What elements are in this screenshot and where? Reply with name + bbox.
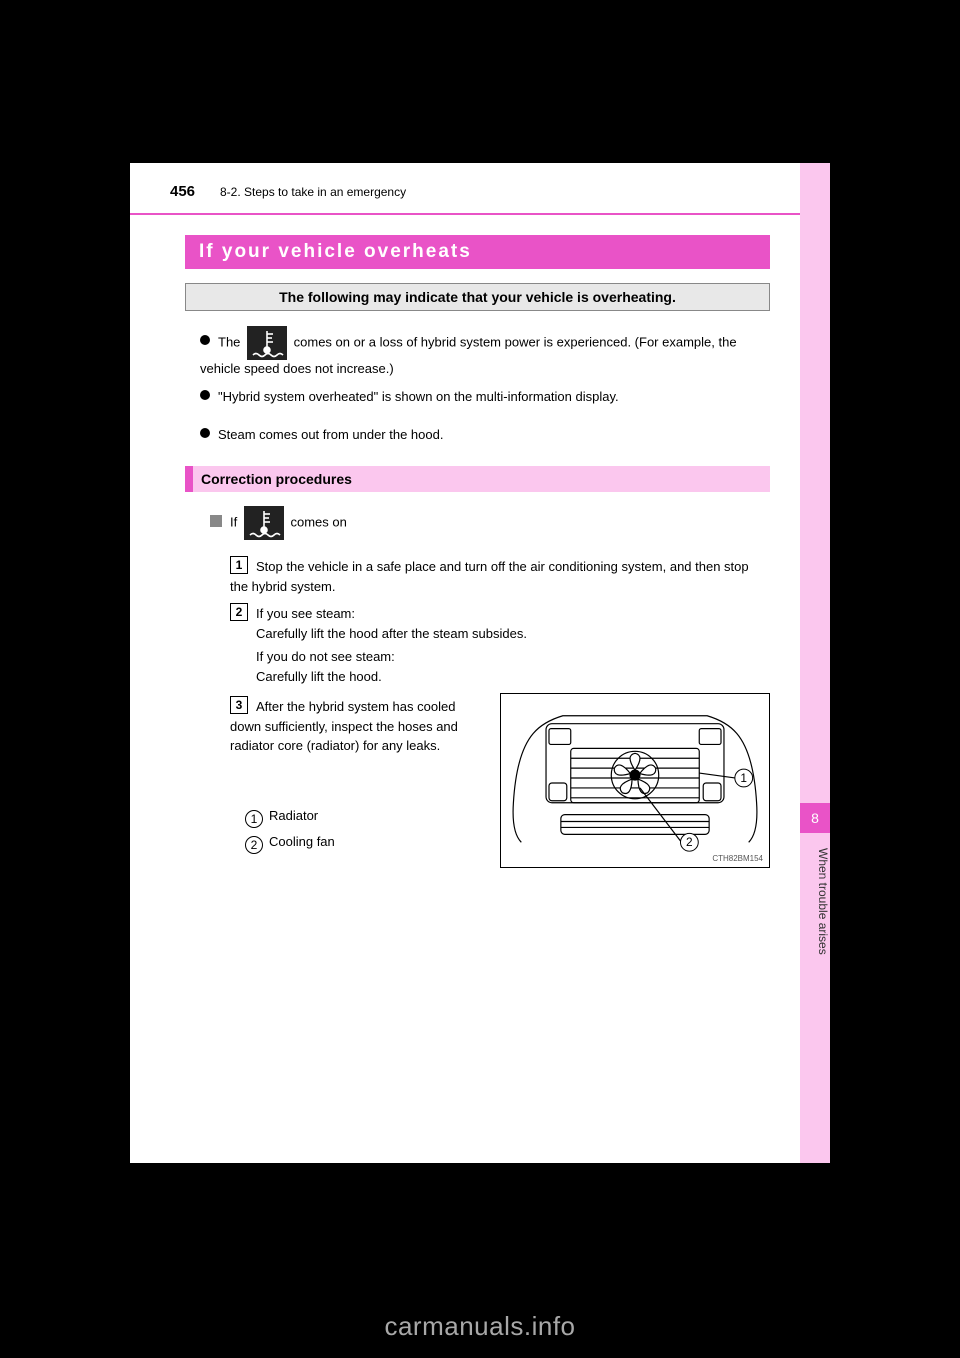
bullet-2: "Hybrid system overheated" is shown on t… xyxy=(200,388,770,407)
step-2b-body: Carefully lift the hood. xyxy=(256,667,382,687)
step-2a-body: Carefully lift the hood after the steam … xyxy=(256,624,527,644)
bullet-icon xyxy=(200,428,210,438)
subsection-text: Correction procedures xyxy=(201,471,352,487)
proc-intro-post: comes on xyxy=(290,514,346,529)
callout-2-icon: 2 xyxy=(245,836,263,854)
proc-intro-pre: If xyxy=(230,514,241,529)
step-3-text: After the hybrid system has cooled down … xyxy=(230,699,458,753)
callout-2-label: Cooling fan xyxy=(269,834,335,849)
svg-text:2: 2 xyxy=(686,835,693,849)
step-2a-head: If you see steam: xyxy=(256,606,355,621)
bullet-1-pre: The xyxy=(218,334,244,349)
step-2b-head: If you do not see steam: xyxy=(256,647,395,667)
procedure-intro: If comes on xyxy=(210,506,347,540)
square-bullet-icon xyxy=(210,515,222,527)
manual-page: 8 When trouble arises 456 8-2. Steps to … xyxy=(130,163,830,1163)
engine-bay-figure: 1 2 CTH82BM154 xyxy=(500,693,770,868)
bullet-1: The comes on or a loss of hybrid system … xyxy=(200,326,770,379)
step-number-icon: 1 xyxy=(230,556,248,574)
callout-1-icon: 1 xyxy=(245,810,263,828)
page-title: If your vehicle overheats xyxy=(185,235,770,269)
callout-1-label: Radiator xyxy=(269,808,318,823)
section-path: 8-2. Steps to take in an emergency xyxy=(220,185,406,199)
figure-labels: 1 Radiator 2 Cooling fan xyxy=(245,803,335,855)
chapter-label: When trouble arises xyxy=(800,848,830,1048)
subsection-edge xyxy=(185,466,193,492)
engine-coolant-temp-warning-icon xyxy=(247,326,287,360)
subsection-heading: Correction procedures xyxy=(185,466,770,492)
step-number-icon: 2 xyxy=(230,603,248,621)
bullet-icon xyxy=(200,335,210,345)
bullet-2-text: "Hybrid system overheated" is shown on t… xyxy=(218,389,619,404)
intro-box: The following may indicate that your veh… xyxy=(185,283,770,311)
figure-code: CTH82BM154 xyxy=(712,854,763,863)
bullet-icon xyxy=(200,390,210,400)
step-1: 1Stop the vehicle in a safe place and tu… xyxy=(230,556,770,596)
page-number: 456 xyxy=(170,183,195,200)
step-1-text: Stop the vehicle in a safe place and tur… xyxy=(230,559,749,594)
engine-coolant-temp-warning-icon xyxy=(244,506,284,540)
step-number-icon: 3 xyxy=(230,696,248,714)
bullet-3-text: Steam comes out from under the hood. xyxy=(218,427,443,442)
bullet-3: Steam comes out from under the hood. xyxy=(200,426,770,445)
chapter-number-tab: 8 xyxy=(800,803,830,833)
step-3: 3After the hybrid system has cooled down… xyxy=(230,696,490,756)
header-rule xyxy=(130,213,800,215)
svg-text:1: 1 xyxy=(740,771,747,785)
watermark: carmanuals.info xyxy=(0,1311,960,1342)
step-2: 2 If you see steam: Carefully lift the ho… xyxy=(230,603,770,686)
